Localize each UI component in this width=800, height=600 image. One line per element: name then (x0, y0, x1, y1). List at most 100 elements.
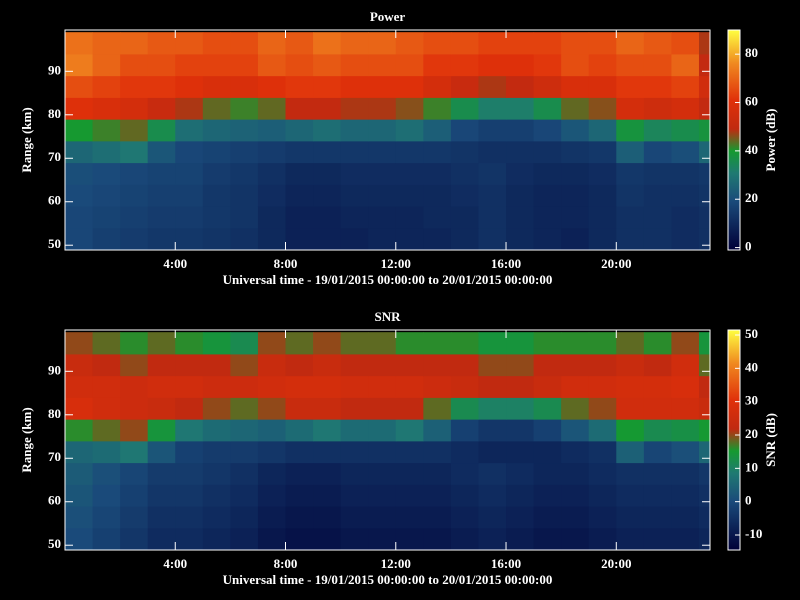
cell (533, 75, 562, 98)
cell (450, 97, 479, 120)
cell (65, 397, 94, 420)
cell (65, 32, 94, 55)
cell (588, 75, 617, 98)
cell (285, 53, 314, 77)
cell (506, 484, 535, 507)
cell (368, 440, 397, 464)
cell (257, 527, 287, 550)
cell (478, 97, 507, 120)
cell (202, 75, 231, 98)
cell (175, 97, 204, 120)
cell (92, 75, 121, 98)
cell (616, 140, 645, 164)
cell (368, 206, 397, 229)
cell (561, 506, 590, 529)
cell (175, 227, 204, 250)
cell (561, 97, 590, 120)
cell (120, 162, 149, 185)
cell (120, 397, 149, 420)
cell (285, 162, 314, 185)
cell (65, 184, 94, 207)
cell (423, 527, 452, 550)
cell (561, 162, 590, 185)
cell (175, 375, 204, 398)
cell (92, 332, 121, 355)
cell (643, 140, 672, 164)
cell (147, 462, 176, 485)
cell (285, 227, 314, 250)
cell (395, 119, 424, 142)
cell (561, 375, 590, 398)
cell (340, 506, 369, 529)
cell (368, 332, 397, 355)
cell (340, 97, 369, 120)
cell (423, 97, 452, 120)
cell (478, 227, 507, 250)
cell (588, 140, 617, 164)
cell (395, 75, 424, 98)
cell (230, 53, 259, 77)
cell (616, 375, 645, 398)
cell (340, 419, 369, 442)
cell (257, 97, 287, 120)
cell (423, 506, 452, 529)
cell (120, 227, 149, 250)
cell (533, 119, 562, 142)
cell (92, 162, 121, 185)
cell (671, 440, 700, 464)
cell (423, 462, 452, 485)
cell (698, 140, 710, 164)
cell (395, 375, 424, 398)
cell (395, 397, 424, 420)
cell (643, 484, 672, 507)
cell (588, 97, 617, 120)
cell (175, 527, 204, 550)
cell (698, 32, 710, 55)
cell (92, 484, 121, 507)
cell (120, 332, 149, 355)
cell (643, 75, 672, 98)
cell (478, 184, 507, 207)
cell (561, 332, 590, 355)
x-tick-label: 12:00 (381, 556, 411, 571)
cell (120, 462, 149, 485)
cell (643, 353, 672, 377)
cell (450, 375, 479, 398)
cell (120, 375, 149, 398)
cell (533, 206, 562, 229)
cell (202, 527, 231, 550)
cell (340, 32, 369, 55)
cell (450, 332, 479, 355)
cell (230, 206, 259, 229)
cell (120, 119, 149, 142)
cell (588, 506, 617, 529)
cell (671, 184, 700, 207)
cell (533, 397, 562, 420)
x-tick-label: 16:00 (491, 556, 521, 571)
cell (230, 32, 259, 55)
cell (506, 32, 535, 55)
cell (643, 332, 672, 355)
cell (230, 140, 259, 164)
cell (92, 184, 121, 207)
cell (313, 227, 342, 250)
cell (285, 75, 314, 98)
colorbar-tick-label: 80 (745, 45, 758, 60)
cell (588, 119, 617, 142)
cell (202, 140, 231, 164)
cell (340, 227, 369, 250)
cell (120, 53, 149, 77)
cell (147, 419, 176, 442)
cell (561, 353, 590, 377)
cell (616, 97, 645, 120)
cell (533, 353, 562, 377)
cell (506, 206, 535, 229)
cell (616, 462, 645, 485)
cell (616, 206, 645, 229)
colorbar-label: SNR (dB) (763, 413, 778, 467)
cell (588, 162, 617, 185)
cell (395, 440, 424, 464)
cell (533, 332, 562, 355)
cell (230, 440, 259, 464)
cell (643, 397, 672, 420)
